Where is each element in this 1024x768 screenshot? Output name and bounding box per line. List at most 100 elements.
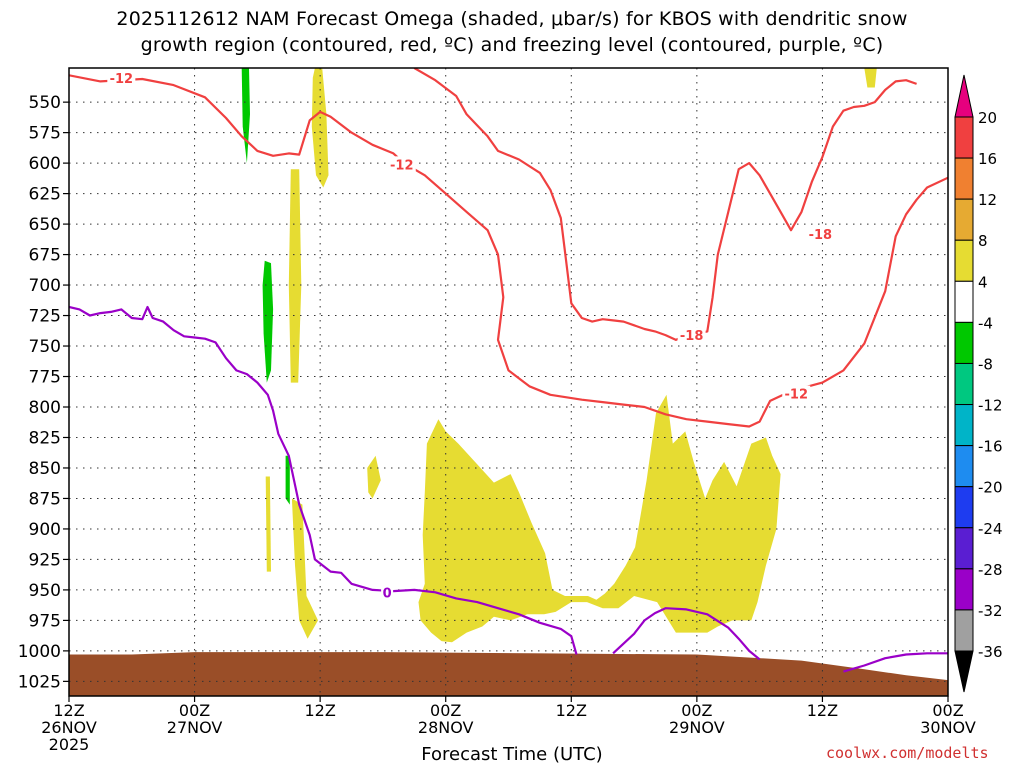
colorbar-label: 12 [978,191,997,209]
x-tick-label: 12Z [556,701,587,720]
x-tick-label: 28NOV [418,718,474,737]
x-tick-label: 00Z [932,701,963,720]
colorbar-label: 8 [978,232,988,250]
y-tick-label: 925 [29,550,61,570]
dgz-label-bg [107,69,136,86]
dgz-contour-label: -18 [809,228,833,243]
y-tick-label: 1025 [18,672,61,692]
omega-region-5 [285,455,290,505]
dgz-label-bg [677,327,706,344]
omega-shading [241,68,877,643]
freezing-contour-0 [69,305,578,655]
x-tick-label: 00Z [179,701,210,720]
omega-region-7 [291,498,318,639]
chart-title: 2025112612 NAM Forecast Omega (shaded, μ… [0,6,1024,58]
dgz-contour-1 [413,68,917,341]
colorbar-segment [954,239,974,282]
omega-region-1 [288,169,302,383]
x-tick-label: 2025 [49,735,90,754]
x-tick-label: 30NOV [920,718,976,737]
x-tick-label: 12Z [807,701,838,720]
y-tick-label: 775 [29,368,61,388]
colorbar-label: -32 [978,602,1003,620]
freezing-contour-2 [843,652,948,673]
dgz-label-bg [782,385,811,402]
dgz-contour-label: -12 [785,388,809,403]
y-tick-label: 950 [29,581,61,601]
ground-layer [69,652,948,696]
y-tick-label: 625 [29,185,61,205]
colorbar-segment [954,486,974,529]
y-tick-label: 550 [29,93,61,113]
colorbar-segment [954,445,974,488]
freezing-contour-label: 0 [383,586,392,601]
x-tick-label: 12Z [53,701,84,720]
y-tick-label: 650 [29,215,61,235]
colorbar-legend: 20 16 12 8 4 -4 -8 -12 -16 -20 -24 -28 -32 -36 [954,74,1003,693]
colorbar-segment [954,362,974,406]
omega-region-9 [418,394,781,643]
y-tick-label: 700 [29,276,61,296]
colorbar-bottom-triangle [954,650,974,693]
omega-region-4 [262,260,274,383]
x-tick-label: 12Z [304,701,335,720]
dgz-contour-label: -18 [680,329,704,344]
y-axis: 550 575 600 625 650 675 700 725 750 775 800 825 850 8… [18,93,69,692]
x-tick-label: 00Z [430,701,461,720]
title-line-2: growth region (contoured, red, ºC) and f… [140,34,884,56]
omega-region-0 [311,68,329,188]
omega-region-8 [367,455,381,499]
colorbar-segment [954,198,974,241]
y-tick-label: 1000 [18,642,61,662]
colorbar-segment [954,116,974,159]
colorbar-label: 20 [978,109,997,127]
colorbar-label: -12 [978,397,1003,415]
colorbar-label: -20 [978,479,1003,497]
colorbar-segment [954,527,974,570]
freezing-contour-1 [612,607,761,661]
dgz-label-bg [806,225,835,242]
dgz-contour-label: -12 [110,72,134,87]
colorbar-label: 4 [978,273,988,291]
colorbar-segment [954,609,974,652]
colorbar-segment [954,568,974,611]
title-line-1: 2025112612 NAM Forecast Omega (shaded, μ… [116,8,908,30]
colorbar-segment [954,280,974,323]
y-tick-label: 575 [29,124,61,144]
y-tick-label: 600 [29,154,61,174]
y-tick-label: 675 [29,246,61,266]
colorbar-segment [954,157,974,200]
dgz-contour-label: -12 [390,158,414,173]
colorbar-label: -4 [978,314,993,332]
colorbar-label: -28 [978,561,1003,579]
x-axis-label: Forecast Time (UTC) [421,744,603,765]
ground-fill [69,652,948,696]
x-tick-label: 00Z [681,701,712,720]
x-tick-label: 27NOV [167,718,223,737]
y-tick-label: 900 [29,520,61,540]
freezing-label-bg [381,584,394,601]
y-tick-label: 800 [29,398,61,418]
dgz-contour-0 [69,74,948,428]
omega-region-6 [265,476,271,572]
omega-region-2 [864,68,877,88]
y-tick-label: 975 [29,611,61,631]
colorbar-label: 16 [978,150,997,168]
colorbar-label: -8 [978,355,993,373]
plot-frame [68,67,949,697]
x-tick-label: 29NOV [669,718,725,737]
y-tick-label: 825 [29,428,61,448]
x-tick-label: 26NOV [41,718,97,737]
y-tick-label: 725 [29,307,61,327]
y-tick-label: 850 [29,459,61,479]
colorbar-label: -24 [978,520,1003,538]
y-tick-label: 875 [29,489,61,509]
contour-lines: -12 -12 -18 -18 -12 0 [69,68,948,673]
colorbar-segment [954,404,974,447]
omega-region-3 [241,68,250,164]
colorbar-label: -16 [978,438,1003,456]
y-tick-label: 750 [29,337,61,357]
colorbar-top-triangle [954,74,974,118]
